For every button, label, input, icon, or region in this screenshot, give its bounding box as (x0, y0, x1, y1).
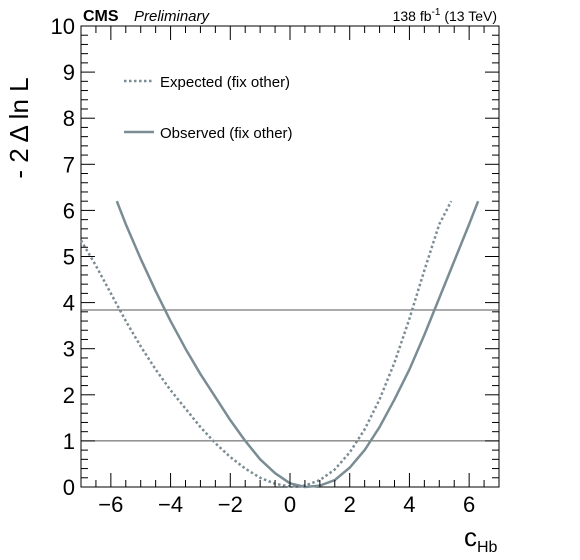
y-tick-label: 7 (63, 152, 75, 177)
y-tick-label: 0 (63, 475, 75, 500)
y-tick-label: 5 (63, 245, 75, 270)
y-tick-label: 3 (63, 337, 75, 362)
x-axis-title: cHb (464, 522, 498, 556)
lumi-label: 138 fb-1 (13 TeV) (393, 7, 497, 24)
status-label: Preliminary (134, 8, 211, 25)
observed-curve (115, 200, 480, 489)
y-tick-label: 8 (63, 106, 75, 131)
x-tick-label: 0 (284, 492, 296, 517)
x-tick-label: 4 (403, 492, 415, 517)
x-tick-label: −2 (218, 492, 243, 517)
y-tick-label: 1 (63, 429, 75, 454)
x-tick-label: −6 (98, 492, 123, 517)
y-tick-label: 4 (63, 291, 75, 316)
y-axis-title: - 2 Δ ln L (4, 77, 34, 178)
expected-curve (79, 200, 453, 488)
plot-frame (80, 25, 500, 488)
legend-expected-label: Expected (fix other) (160, 74, 290, 91)
legend-observed-label: Observed (fix other) (160, 125, 293, 142)
experiment-label: CMS (83, 8, 119, 25)
x-tick-label: −4 (158, 492, 183, 517)
x-tick-label: 2 (344, 492, 356, 517)
y-tick-label: 10 (51, 14, 75, 39)
y-tick-label: 6 (63, 198, 75, 223)
y-tick-label: 2 (63, 383, 75, 408)
y-tick-label: 9 (63, 60, 75, 85)
x-tick-label: 6 (463, 492, 475, 517)
legend: Expected (fix other) Observed (fix other… (124, 74, 293, 142)
